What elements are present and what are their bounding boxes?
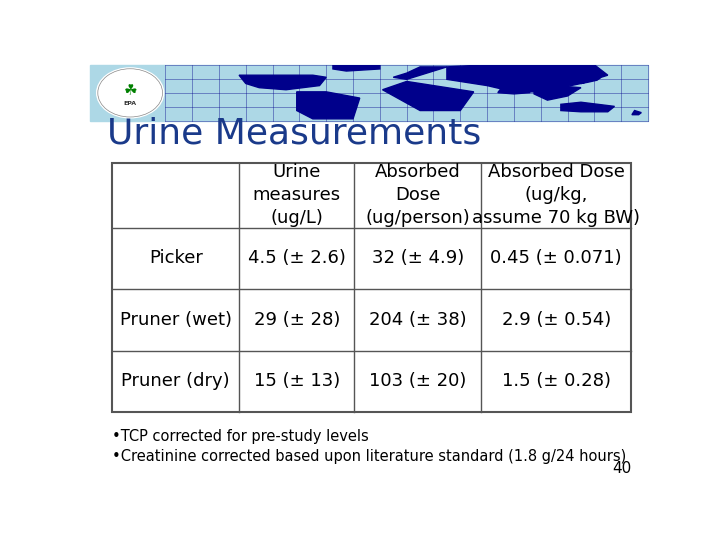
Text: 2.9 (± 0.54): 2.9 (± 0.54): [502, 311, 611, 329]
Text: 4.5 (± 2.6): 4.5 (± 2.6): [248, 249, 346, 267]
Text: 40: 40: [612, 462, 631, 476]
Text: Pruner (dry): Pruner (dry): [122, 372, 230, 390]
Polygon shape: [297, 92, 360, 119]
Bar: [112, 163, 631, 412]
Text: 1.5 (± 0.28): 1.5 (± 0.28): [502, 372, 611, 390]
Polygon shape: [333, 65, 380, 71]
Text: 0.45 (± 0.071): 0.45 (± 0.071): [490, 249, 622, 267]
Text: Absorbed
Dose
(ug/person): Absorbed Dose (ug/person): [366, 163, 470, 227]
Text: Pruner (wet): Pruner (wet): [120, 311, 232, 329]
Text: •Creatinine corrected based upon literature standard (1.8 g/24 hours): •Creatinine corrected based upon literat…: [112, 449, 626, 463]
Circle shape: [96, 68, 163, 118]
Polygon shape: [447, 65, 608, 92]
Text: Urine
measures
(ug/L): Urine measures (ug/L): [253, 163, 341, 227]
Text: 15 (± 13): 15 (± 13): [253, 372, 340, 390]
Text: Urine Measurements: Urine Measurements: [107, 117, 481, 151]
Polygon shape: [561, 102, 614, 112]
Text: 32 (± 4.9): 32 (± 4.9): [372, 249, 464, 267]
Polygon shape: [534, 85, 581, 100]
Text: •TCP corrected for pre-study levels: •TCP corrected for pre-study levels: [112, 429, 369, 444]
Text: ☘: ☘: [123, 83, 137, 98]
Polygon shape: [581, 77, 601, 84]
Text: 29 (± 28): 29 (± 28): [253, 311, 340, 329]
Polygon shape: [498, 85, 530, 94]
Polygon shape: [393, 67, 447, 79]
Text: 103 (± 20): 103 (± 20): [369, 372, 467, 390]
Polygon shape: [632, 111, 642, 114]
Text: Absorbed Dose
(ug/kg,
assume 70 kg BW): Absorbed Dose (ug/kg, assume 70 kg BW): [472, 163, 640, 227]
Text: 204 (± 38): 204 (± 38): [369, 311, 467, 329]
Polygon shape: [239, 75, 326, 90]
Bar: [90, 65, 648, 121]
Text: Picker: Picker: [149, 249, 203, 267]
Text: EPA: EPA: [124, 101, 137, 106]
Polygon shape: [382, 82, 474, 111]
